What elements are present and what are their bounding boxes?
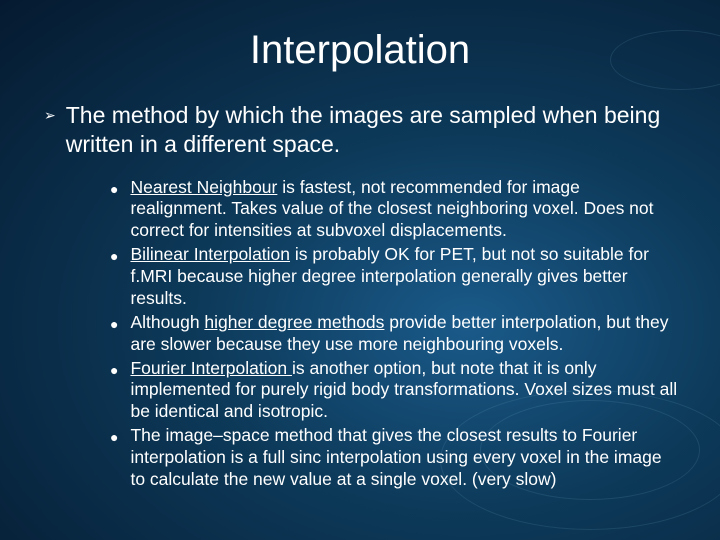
bullet-icon: ● (110, 362, 118, 378)
list-item: ● Fourier Interpolation is another optio… (110, 358, 680, 424)
list-item-text: Nearest Neighbour is fastest, not recomm… (130, 177, 680, 243)
main-bullet: ➢ The method by which the images are sam… (40, 101, 680, 159)
bullet-icon: ● (110, 248, 118, 264)
sub-bullet-list: ● Nearest Neighbour is fastest, not reco… (40, 177, 680, 491)
list-item: ● Although higher degree methods provide… (110, 312, 680, 356)
slide-container: Interpolation ➢ The method by which the … (0, 0, 720, 540)
bullet-icon: ● (110, 316, 118, 332)
main-bullet-text: The method by which the images are sampl… (66, 101, 680, 159)
list-item-text: Although higher degree methods provide b… (130, 312, 680, 356)
list-item-text: Fourier Interpolation is another option,… (130, 358, 680, 424)
list-item-text: Bilinear Interpolation is probably OK fo… (130, 244, 680, 310)
list-item: ● The image–space method that gives the … (110, 425, 680, 491)
slide-title: Interpolation (40, 28, 680, 73)
bullet-icon: ● (110, 429, 118, 445)
list-item: ● Bilinear Interpolation is probably OK … (110, 244, 680, 310)
arrow-icon: ➢ (44, 107, 56, 124)
list-item-text: The image–space method that gives the cl… (130, 425, 680, 491)
list-item: ● Nearest Neighbour is fastest, not reco… (110, 177, 680, 243)
bullet-icon: ● (110, 181, 118, 197)
